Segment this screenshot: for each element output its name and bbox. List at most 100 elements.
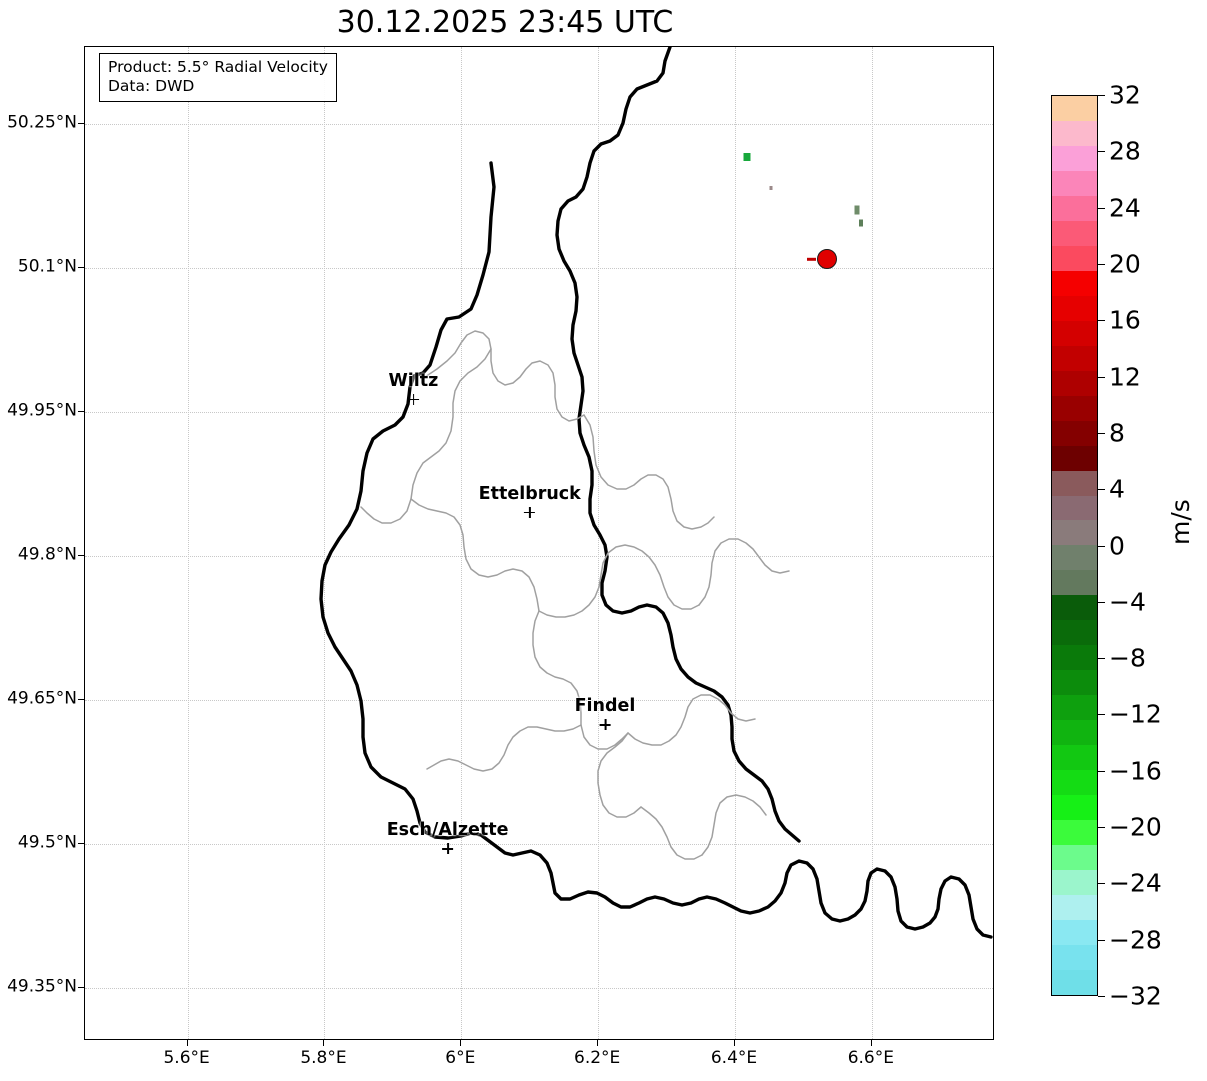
colorbar-band-5 xyxy=(1052,220,1097,246)
colorbar-band-2 xyxy=(1052,145,1097,171)
colorbar-band-16 xyxy=(1052,495,1097,521)
city-marker-cross-icon xyxy=(524,506,536,518)
colorbar-tick-label: 28 xyxy=(1109,136,1141,166)
colorbar-tick-label: −28 xyxy=(1109,925,1162,955)
x-axis-tick xyxy=(734,1040,735,1046)
y-axis-labels: 50.25°N 50.1°N 49.95°N 49.8°N 49.65°N 49.5°N 4… xyxy=(0,46,78,1040)
colorbar-tick xyxy=(1098,714,1105,716)
city-label-findel: Findel xyxy=(574,696,636,731)
colorbar-tick-label: 32 xyxy=(1109,80,1141,110)
city-name-text: Esch/Alzette xyxy=(386,820,509,840)
colorbar-band-28 xyxy=(1052,795,1097,821)
x-axis-tick xyxy=(323,1040,325,1046)
colorbar-tick xyxy=(1098,770,1105,772)
y-axis-tick xyxy=(78,410,84,412)
colorbar-band-34 xyxy=(1052,944,1097,970)
colorbar-band-9 xyxy=(1052,320,1097,346)
colorbar-band-33 xyxy=(1052,919,1097,945)
colorbar-band-10 xyxy=(1052,345,1097,371)
radar-echo-2 xyxy=(854,205,860,215)
x-axis-tick-label: 5.6°E xyxy=(163,1048,210,1068)
gridline-vertical-2 xyxy=(461,47,463,1039)
page-title: 30.12.2025 23:45 UTC xyxy=(336,5,674,40)
y-axis-tick-label: 49.5°N xyxy=(17,832,77,853)
y-axis-tick-label: 50.1°N xyxy=(17,256,77,277)
city-marker-cross-icon xyxy=(407,393,419,405)
x-axis-tick xyxy=(460,1040,462,1046)
y-axis-tick xyxy=(78,843,84,845)
y-axis-tick xyxy=(78,122,84,124)
x-axis-tick-label: 6°E xyxy=(445,1048,476,1068)
radar-echo-3 xyxy=(858,219,863,227)
x-axis-tick-label: 6.2°E xyxy=(574,1048,621,1068)
gridline-vertical-0 xyxy=(187,47,189,1039)
colorbar-band-12 xyxy=(1052,395,1097,421)
city-name-text: Wiltz xyxy=(388,370,439,391)
gridline-horizontal-6 xyxy=(85,988,993,990)
x-axis-tick-label: 6.4°E xyxy=(710,1048,758,1068)
info-data-line: Data: DWD xyxy=(108,77,195,95)
x-axis-tick xyxy=(870,1040,872,1046)
colorbar-tick xyxy=(1098,151,1105,153)
colorbar-band-24 xyxy=(1052,695,1097,721)
colorbar-tick-label: 0 xyxy=(1109,531,1125,560)
colorbar-band-31 xyxy=(1052,870,1097,895)
colorbar-tick xyxy=(1098,432,1105,434)
colorbar-tick xyxy=(1098,320,1105,322)
city-name-text: Findel xyxy=(574,696,636,717)
y-axis-tick-label: 49.65°N xyxy=(7,688,77,709)
colorbar-tick xyxy=(1098,883,1105,885)
colorbar-band-18 xyxy=(1052,545,1097,571)
radar-echo-1 xyxy=(769,186,773,191)
y-axis-tick xyxy=(78,266,84,268)
radar-station-dash xyxy=(806,258,816,261)
gridline-horizontal-4 xyxy=(85,700,993,702)
colorbar-band-32 xyxy=(1052,895,1097,920)
colorbar-band-35 xyxy=(1052,969,1097,995)
colorbar-tick-label: −12 xyxy=(1109,699,1162,729)
city-label-ettelbruck: Ettelbruck xyxy=(478,483,581,518)
map-gridlines xyxy=(85,47,993,1039)
x-axis-tick-label: 6.6°E xyxy=(847,1048,894,1068)
gridline-vertical-1 xyxy=(324,47,326,1039)
colorbar-band-4 xyxy=(1052,195,1097,221)
info-box: Product: 5.5° Radial Velocity Data: DWD xyxy=(99,53,337,102)
y-axis-tick xyxy=(78,987,84,989)
gridline-horizontal-5 xyxy=(85,844,993,846)
colorbar-unit-label: m/s xyxy=(1166,499,1195,545)
gridline-horizontal-1 xyxy=(85,267,993,269)
national-border-north-east xyxy=(555,47,801,843)
gridline-vertical-5 xyxy=(871,47,873,1039)
colorbar[interactable] xyxy=(1051,95,1098,996)
colorbar-band-13 xyxy=(1052,420,1097,446)
x-axis-tick-label: 5.8°E xyxy=(300,1048,347,1068)
radar-map-plot[interactable]: Product: 5.5° Radial Velocity Data: DWD … xyxy=(84,46,994,1040)
colorbar-band-23 xyxy=(1052,670,1097,696)
radar-station-marker[interactable] xyxy=(816,249,837,270)
colorbar-tick xyxy=(1098,545,1105,547)
x-axis-tick xyxy=(597,1040,599,1046)
colorbar-band-19 xyxy=(1052,570,1097,596)
y-axis-tick xyxy=(78,699,84,701)
colorbar-band-15 xyxy=(1052,470,1097,496)
colorbar-tick xyxy=(1098,939,1105,941)
luxembourg-national-border xyxy=(319,161,993,939)
colorbar-tick xyxy=(1098,601,1105,603)
city-label-esch-alzette: Esch/Alzette xyxy=(387,821,509,854)
x-axis-labels: 5.6°E 5.8°E 6°E 6.2°E 6.4°E 6.6°E xyxy=(84,1040,994,1080)
colorbar-band-14 xyxy=(1052,445,1097,471)
gridline-horizontal-0 xyxy=(85,123,993,125)
info-product-line: Product: 5.5° Radial Velocity xyxy=(108,58,328,76)
colorbar-tick xyxy=(1098,996,1105,997)
colorbar-band-26 xyxy=(1052,745,1097,771)
colorbar-tick-label: −16 xyxy=(1109,756,1162,786)
colorbar-tick-label: −4 xyxy=(1109,587,1146,617)
colorbar-tick xyxy=(1098,263,1105,265)
colorbar-tick xyxy=(1098,207,1105,209)
colorbar-tick xyxy=(1098,95,1105,96)
colorbar-band-0 xyxy=(1052,96,1097,121)
canton-borders xyxy=(360,330,790,860)
colorbar-band-7 xyxy=(1052,270,1097,296)
colorbar-tick-label: −32 xyxy=(1109,981,1162,1011)
city-name-text: Ettelbruck xyxy=(478,483,581,504)
